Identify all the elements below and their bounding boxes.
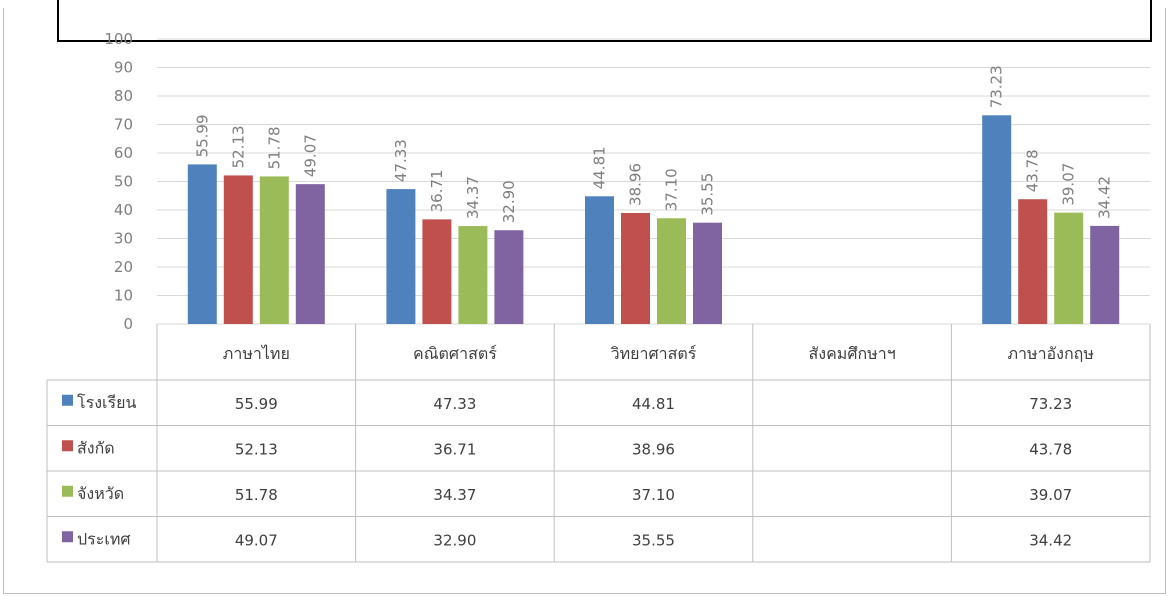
y-tick-label: 70 [114, 116, 133, 134]
bar [585, 196, 614, 324]
legend-key [62, 531, 73, 543]
legend-key [62, 440, 73, 452]
y-tick-label: 20 [114, 258, 133, 276]
bar [259, 176, 289, 324]
bar [1018, 199, 1048, 324]
bar [295, 184, 325, 324]
bar [223, 175, 253, 324]
data-label: 34.42 [1096, 176, 1114, 219]
y-tick-label: 60 [114, 144, 133, 162]
category-label: ภาษาอังกฤษ [1007, 344, 1093, 363]
data-labels: 55.99 52.13 51.78 49.07 47.33 36.71 34.37 32.90… [193, 65, 1113, 223]
data-table: ภาษาไทย คณิตศาสตร์ วิทยาศาสตร์ สังคมศึกษาฯ ภ… [46, 324, 1151, 563]
bars [187, 115, 1120, 325]
category-label: วิทยาศาสตร์ [611, 344, 697, 363]
table-cell: 38.96 [632, 440, 675, 458]
table-cell: 34.42 [1029, 531, 1072, 549]
bar [982, 115, 1012, 325]
legend-key [62, 394, 73, 406]
y-tick-label: 40 [114, 201, 133, 219]
y-axis-ticks: 0 10 20 30 40 50 60 70 80 90 100 [104, 30, 133, 333]
table-cell: 52.13 [235, 440, 278, 458]
data-label: 39.07 [1060, 163, 1078, 206]
category-label: สังคมศึกษาฯ [809, 344, 896, 363]
bar [1090, 225, 1120, 324]
series-label: โรงเรียน [77, 393, 136, 412]
bar [1054, 212, 1084, 324]
data-label: 43.78 [1024, 149, 1042, 192]
category-label: ภาษาไทย [223, 344, 290, 363]
table-cell: 44.81 [632, 395, 675, 413]
table-cell: 37.10 [632, 486, 675, 504]
data-label: 34.37 [464, 176, 482, 219]
data-label: 73.23 [988, 65, 1006, 108]
chart-frame [3, 8, 1166, 594]
table-cell: 34.37 [433, 486, 476, 504]
table-cell: 49.07 [235, 531, 278, 549]
table-cell: 73.23 [1029, 395, 1072, 413]
y-tick-label: 10 [114, 287, 133, 305]
y-tick-label: 90 [114, 59, 133, 77]
category-label: คณิตศาสตร์ [413, 344, 497, 363]
table-cell: 51.78 [235, 486, 278, 504]
data-label: 51.78 [265, 126, 283, 169]
data-label: 55.99 [193, 114, 211, 157]
table-cell: 36.71 [433, 440, 476, 458]
bar [693, 222, 722, 324]
data-label: 47.33 [392, 139, 410, 182]
y-tick-label: 80 [114, 87, 133, 105]
data-label: 32.90 [500, 180, 518, 223]
bar [657, 218, 686, 324]
legend-key [62, 485, 73, 497]
bar [187, 164, 217, 324]
y-tick-label: 30 [114, 230, 133, 248]
table-cell: 32.90 [433, 531, 476, 549]
chart-title-box [57, 0, 1152, 42]
data-label: 37.10 [663, 168, 681, 211]
table-cell: 55.99 [235, 395, 278, 413]
series-label: ประเทศ [77, 529, 131, 548]
table-cell: 35.55 [632, 531, 675, 549]
table-cell: 39.07 [1029, 486, 1072, 504]
table-cell: 47.33 [433, 395, 476, 413]
series-label: สังกัด [77, 438, 115, 457]
data-label: 52.13 [229, 125, 247, 168]
data-label: 44.81 [591, 146, 609, 189]
bar [386, 189, 416, 324]
bar [494, 230, 524, 324]
y-tick-label: 100 [104, 30, 133, 48]
bar [621, 212, 650, 324]
bar [458, 226, 488, 324]
data-label: 35.55 [699, 173, 717, 216]
y-tick-label: 0 [123, 315, 133, 333]
data-label: 36.71 [428, 169, 446, 212]
series-label: จังหวัด [77, 484, 124, 503]
table-cell: 43.78 [1029, 440, 1072, 458]
bar [422, 219, 452, 324]
data-label: 38.96 [627, 163, 645, 206]
data-label: 49.07 [301, 134, 319, 177]
y-tick-label: 50 [114, 173, 133, 191]
